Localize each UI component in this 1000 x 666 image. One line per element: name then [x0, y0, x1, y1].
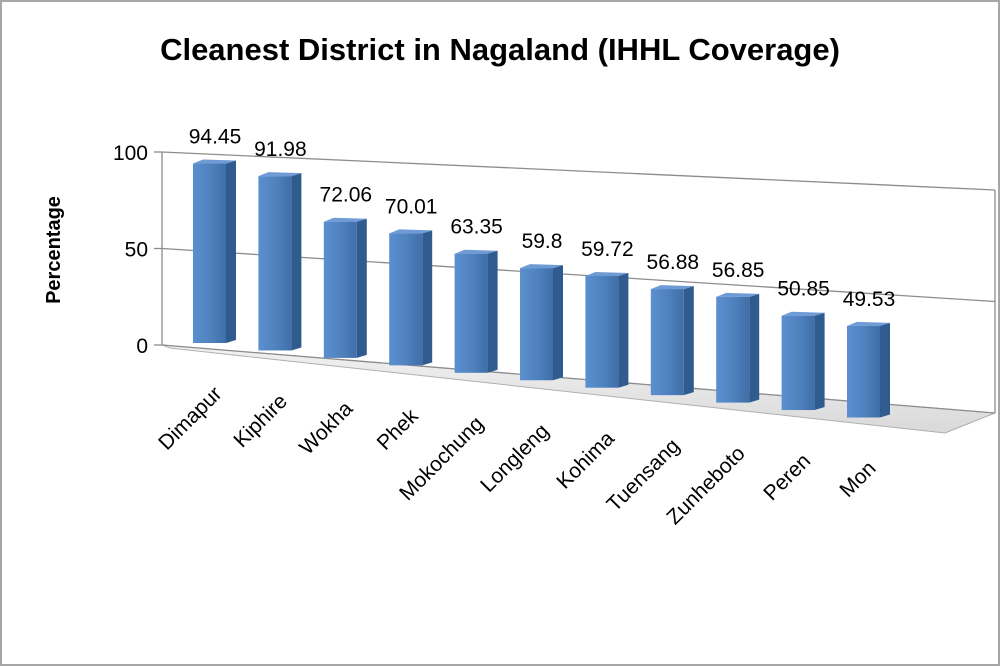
- data-label: 56.85: [712, 259, 765, 282]
- bar-side: [487, 250, 498, 373]
- bar-top: [716, 292, 760, 297]
- bar-top: [389, 229, 433, 234]
- bar-front: [323, 221, 357, 358]
- bar-top: [323, 217, 367, 222]
- bar-side: [291, 173, 302, 351]
- bar: [585, 272, 629, 388]
- chart-title: Cleanest District in Nagaland (IHHL Cove…: [160, 32, 840, 67]
- bar: [258, 172, 302, 351]
- bar: [389, 229, 433, 366]
- bar-side: [422, 230, 433, 366]
- bar-side: [226, 160, 236, 343]
- bar-side: [880, 322, 890, 418]
- data-label: 59.72: [581, 238, 634, 261]
- bar-top: [258, 172, 302, 177]
- bar-top: [520, 264, 563, 269]
- y-axis-title: Percentage: [43, 196, 65, 304]
- gridline: [161, 151, 996, 191]
- bar: [193, 159, 236, 343]
- data-labels: 94.45 91.98 72.06 70.01 63.35 59.8 59.72 56.88 5…: [189, 126, 896, 311]
- y-axis-ticks: 0 50 100: [113, 142, 162, 358]
- data-label: 72.06: [320, 184, 373, 207]
- bar-front: [847, 325, 880, 418]
- data-label: 94.45: [189, 126, 242, 149]
- y-tick-label: 50: [125, 239, 148, 262]
- bar-top: [847, 321, 890, 326]
- data-label: 59.8: [522, 230, 563, 253]
- data-label: 91.98: [254, 138, 307, 161]
- bar-side: [749, 293, 760, 403]
- bar: [454, 249, 498, 373]
- bar-side: [618, 273, 629, 388]
- bar-series: [193, 159, 890, 418]
- bar-front: [193, 163, 226, 343]
- bar-side: [356, 218, 367, 358]
- bar-front: [454, 253, 488, 373]
- bar-front: [258, 176, 292, 351]
- bar-front: [781, 315, 815, 411]
- bar-top: [454, 249, 498, 254]
- bar: [847, 321, 890, 418]
- data-label: 70.01: [385, 195, 438, 218]
- bar: [781, 311, 825, 411]
- data-label: 50.85: [777, 278, 830, 301]
- bar: [650, 285, 694, 396]
- bar-front: [650, 289, 684, 396]
- bar-top: [193, 159, 236, 164]
- bar-side: [683, 286, 694, 396]
- bar-front: [716, 296, 750, 403]
- bar-front: [520, 268, 553, 381]
- data-label: 49.53: [843, 288, 896, 311]
- bar: [520, 264, 563, 381]
- y-tick-label: 0: [136, 335, 148, 358]
- bar: [323, 217, 367, 358]
- bar-top: [781, 311, 825, 316]
- bar-side: [814, 312, 825, 411]
- bar: [716, 292, 760, 403]
- bar-side: [553, 265, 563, 381]
- bar-front: [389, 233, 423, 366]
- bar-front: [585, 276, 619, 388]
- bar-top: [650, 285, 694, 290]
- y-tick-label: 100: [113, 142, 148, 165]
- bar-top: [585, 272, 629, 277]
- data-label: 63.35: [450, 216, 503, 239]
- data-label: 56.88: [647, 251, 700, 274]
